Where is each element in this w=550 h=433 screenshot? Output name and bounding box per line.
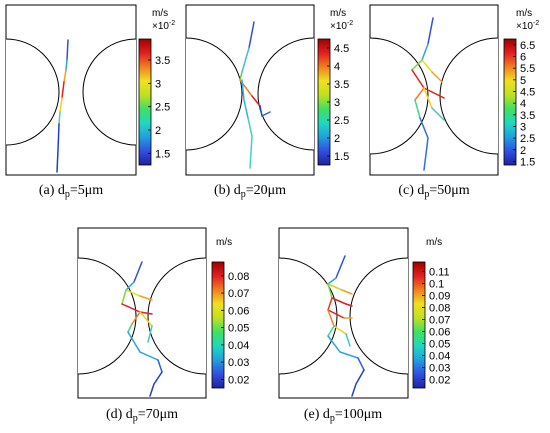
- colorbar-tick-label: 0.05: [429, 339, 450, 351]
- colorbar-tick-label: 0.09: [429, 291, 450, 303]
- colorbar: m/s 0.110.10.090.080.070.060.050.040.030…: [412, 237, 450, 389]
- colorbar-unit: m/s: [330, 8, 346, 19]
- colorbar-scale: [211, 261, 225, 389]
- streamlines: [56, 39, 69, 173]
- colorbar-tick-label: 6.5: [520, 40, 535, 52]
- colorbar-tick-label: 0.11: [429, 267, 450, 279]
- grain-right: [257, 37, 315, 151]
- colorbar-tick-label: 0.04: [429, 351, 450, 363]
- colorbar-tick-label: 0.1: [429, 279, 444, 291]
- colorbar-exponent: ×10-2: [516, 20, 539, 32]
- grain-left: [5, 38, 60, 146]
- grain-right: [349, 257, 409, 375]
- colorbar-exponent: ×10-2: [152, 20, 175, 32]
- colorbar-tick-label: 1.5: [520, 157, 535, 169]
- colorbar-tick-label: 0.02: [429, 375, 450, 387]
- colorbar-tick-label: 0.06: [429, 327, 450, 339]
- panel-e: m/s 0.110.10.090.080.070.060.050.040.030…: [278, 227, 450, 424]
- colorbar-tick-label: 3: [334, 97, 340, 109]
- colorbar-tick-label: 1.5: [155, 148, 170, 160]
- colorbar-tick-label: 4.5: [520, 87, 535, 99]
- colorbar-tick-label: 2.5: [334, 115, 349, 127]
- grain-right: [147, 257, 207, 375]
- colorbar-scale: [503, 38, 517, 166]
- colorbar-tick-label: 0.04: [228, 340, 249, 352]
- colorbar-tick-label: 0.02: [228, 374, 249, 386]
- panel-b: m/s ×10-2 4.5 4 3.5 3 2.5 2 1.5 (b) dp=20μm: [185, 4, 353, 200]
- panel-caption: (e) dp=100μm: [304, 407, 382, 424]
- colorbar-scale: [412, 261, 426, 389]
- colorbar-ticks: 3.5 3 2.5 2 1.5: [148, 55, 170, 160]
- colorbar-tick-label: 3.5: [334, 79, 349, 91]
- colorbar-tick-label: 4.5: [334, 43, 349, 55]
- colorbar-unit: m/s: [216, 237, 232, 248]
- streamlines: [327, 255, 365, 397]
- colorbar-tick-label: 6: [520, 52, 526, 64]
- colorbar-tick-label: 0.06: [228, 305, 249, 317]
- grain-right: [82, 38, 137, 146]
- colorbar-unit: m/s: [152, 8, 168, 19]
- streamlines: [239, 21, 271, 169]
- colorbar: m/s ×10-2 4.5 4 3.5 3 2.5 2 1.5: [317, 8, 353, 166]
- colorbar-tick-label: 5: [520, 75, 526, 87]
- colorbar-scale: [138, 38, 152, 166]
- panel-caption: (b) dp=20μm: [214, 183, 286, 200]
- colorbar-unit: m/s: [426, 237, 442, 248]
- colorbar-tick-label: 3: [520, 122, 526, 134]
- colorbar-tick-label: 0.08: [228, 271, 249, 283]
- colorbar-tick-label: 1.5: [334, 151, 349, 163]
- colorbar-tick-label: 2: [155, 125, 161, 137]
- colorbar-tick-label: 3: [155, 78, 161, 90]
- colorbar: m/s ×10-2 6.565.554.543.532.521.5: [503, 8, 539, 169]
- panel-caption: (a) dp=5μm: [39, 183, 103, 200]
- colorbar-tick-label: 0.03: [228, 357, 249, 369]
- colorbar: m/s ×10-2 3.5 3 2.5 2 1.5: [138, 8, 175, 166]
- colorbar-tick-label: 0.03: [429, 363, 450, 375]
- colorbar-tick-label: 0.07: [429, 315, 450, 327]
- colorbar-tick-label: 4: [520, 98, 526, 110]
- colorbar-tick-label: 2: [520, 145, 526, 157]
- colorbar-tick-label: 4: [334, 61, 340, 73]
- grain-left: [77, 257, 137, 375]
- colorbar-ticks: 0.08 0.07 0.06 0.05 0.04 0.03 0.02: [221, 271, 249, 386]
- colorbar-tick-label: 5.5: [520, 63, 535, 75]
- colorbar-tick-label: 0.08: [429, 303, 450, 315]
- colorbar-ticks: 0.110.10.090.080.070.060.050.040.030.02: [422, 267, 450, 387]
- colorbar-ticks: 4.5 4 3.5 3 2.5 2 1.5: [327, 43, 349, 163]
- colorbar-tick-label: 0.05: [228, 323, 249, 335]
- grain-left: [278, 257, 338, 375]
- colorbar-tick-label: 2.5: [520, 133, 535, 145]
- colorbar-tick-label: 2: [334, 133, 340, 145]
- streamlines: [121, 261, 163, 397]
- colorbar-exponent: ×10-2: [330, 20, 353, 32]
- panel-d: m/s 0.08 0.07 0.06 0.05 0.04 0.03 0.02 (d) dp=…: [77, 227, 249, 424]
- colorbar-tick-label: 2.5: [155, 102, 170, 114]
- colorbar-tick-label: 3.5: [155, 55, 170, 67]
- colorbar-ticks: 6.565.554.543.532.521.5: [513, 40, 535, 169]
- panel-caption: (c) dp=50μm: [398, 183, 469, 200]
- colorbar-unit: m/s: [516, 8, 532, 19]
- streamlines: [411, 17, 445, 171]
- panel-a: m/s ×10-2 3.5 3 2.5 2 1.5 (a) dp=5μm: [5, 4, 175, 200]
- colorbar-tick-label: 0.07: [228, 288, 249, 300]
- grain-left: [185, 37, 243, 151]
- colorbar: m/s 0.08 0.07 0.06 0.05 0.04 0.03 0.02: [211, 237, 249, 389]
- colorbar-tick-label: 3.5: [520, 110, 535, 122]
- panel-c: m/s ×10-2 6.565.554.543.532.521.5 (c) dp…: [369, 4, 539, 200]
- panel-caption: (d) dp=70μm: [106, 407, 178, 424]
